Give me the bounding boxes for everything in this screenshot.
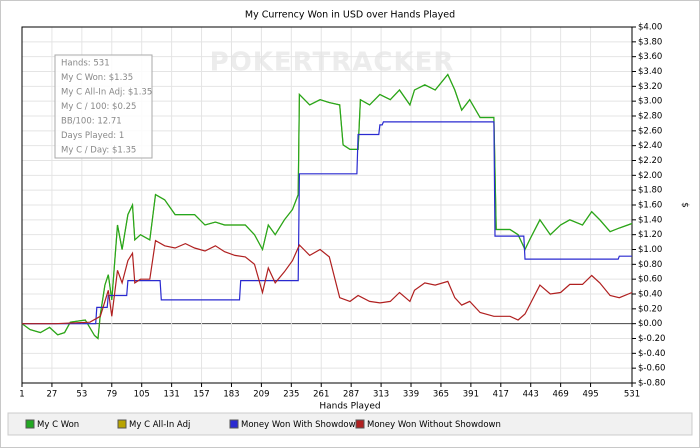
y-tick-label: $2.40 (638, 141, 662, 151)
y-tick-label: $3.00 (638, 97, 662, 107)
chart-title: My Currency Won in USD over Hands Played (245, 10, 455, 21)
y-tick-label: $3.80 (638, 37, 662, 47)
info-text: My C / Day: $1.35 (61, 146, 136, 156)
info-text: Hands: 531 (61, 59, 110, 69)
y-tick-label: $1.00 (638, 245, 662, 255)
y-tick-label: $1.40 (638, 215, 662, 225)
y-tick-label: $1.60 (638, 201, 662, 211)
y-tick-label: $0.40 (638, 290, 662, 300)
legend-item[interactable]: Money Won Without Showdown (355, 419, 501, 430)
y-tick-label: $0.80 (638, 260, 662, 270)
x-axis-label: Hands Played (319, 402, 380, 412)
y-tick-label: $3.60 (638, 52, 662, 62)
x-tick-label: 339 (403, 390, 419, 400)
y-tick-label: $-0.80 (638, 379, 665, 389)
x-tick-label: 1 (19, 390, 24, 400)
x-tick-label: 287 (343, 390, 359, 400)
y-axis-label: $ (680, 202, 690, 208)
y-tick-label: $0.60 (638, 275, 662, 285)
x-tick-label: 531 (624, 390, 640, 400)
y-tick-label: $0.00 (638, 319, 662, 329)
y-tick-label: $2.00 (638, 171, 662, 181)
legend-label: Money Won With Showdown (241, 420, 361, 430)
x-tick-label: 27 (47, 390, 58, 400)
x-tick-label: 157 (193, 390, 209, 400)
y-tick-label: $1.20 (638, 230, 662, 240)
info-text: BB/100: 12.71 (61, 117, 122, 127)
y-tick-label: $2.80 (638, 112, 662, 122)
legend-label: Money Won Without Showdown (367, 420, 501, 430)
legend-swatch (117, 419, 127, 429)
x-tick-label: 469 (553, 390, 569, 400)
x-tick-label: 495 (582, 390, 598, 400)
y-tick-label: $2.60 (638, 126, 662, 136)
x-tick-label: 443 (523, 390, 539, 400)
y-tick-label: $-0.60 (638, 364, 665, 374)
x-tick-label: 131 (164, 390, 180, 400)
x-tick-label: 261 (313, 390, 329, 400)
plot-area (21, 26, 633, 384)
series-line (22, 239, 633, 325)
info-text: My C / 100: $0.25 (61, 102, 136, 112)
x-tick-label: 53 (76, 390, 87, 400)
series-line (21, 73, 633, 340)
series-line (22, 121, 632, 325)
y-tick-label: $3.40 (638, 67, 662, 77)
info-text: My C Won: $1.35 (61, 73, 133, 83)
info-box-frame (54, 54, 153, 159)
y-tick-label: $-0.40 (638, 349, 665, 359)
x-tick-label: 183 (223, 390, 239, 400)
legend-label: My C Won (37, 420, 79, 430)
legend-swatch (229, 419, 239, 429)
legend-label: My C All-In Adj (129, 420, 190, 430)
x-tick-label: 417 (493, 390, 509, 400)
legend-swatch (25, 419, 35, 429)
x-tick-label: 391 (463, 390, 479, 400)
watermark: POKERTRACKER (210, 48, 455, 78)
x-tick-label: 209 (253, 390, 269, 400)
legend-swatch (355, 419, 365, 429)
legend-item[interactable]: My C All-In Adj (117, 419, 190, 430)
y-tick-label: $2.20 (638, 156, 662, 166)
y-tick-label: $1.80 (638, 186, 662, 196)
x-tick-label: 313 (373, 390, 389, 400)
y-tick-label: $3.20 (638, 82, 662, 92)
info-text: Days Played: 1 (61, 131, 124, 141)
y-tick-label: $0.20 (638, 304, 662, 314)
x-tick-label: 235 (283, 390, 299, 400)
x-tick-label: 79 (106, 390, 117, 400)
legend-item[interactable]: My C Won (25, 419, 79, 430)
info-text: My C All-In Adj: $1.35 (61, 88, 152, 98)
y-tick-label: $-0.20 (638, 334, 665, 344)
legend-item[interactable]: Money Won With Showdown (229, 419, 361, 430)
info-box: Hands: 531 My C Won: $1.35 My C All-In Adj… (54, 54, 153, 159)
x-tick-label: 365 (433, 390, 449, 400)
legend-box (7, 412, 693, 436)
y-tick-label: $4.00 (638, 23, 662, 33)
x-tick-label: 105 (134, 390, 150, 400)
